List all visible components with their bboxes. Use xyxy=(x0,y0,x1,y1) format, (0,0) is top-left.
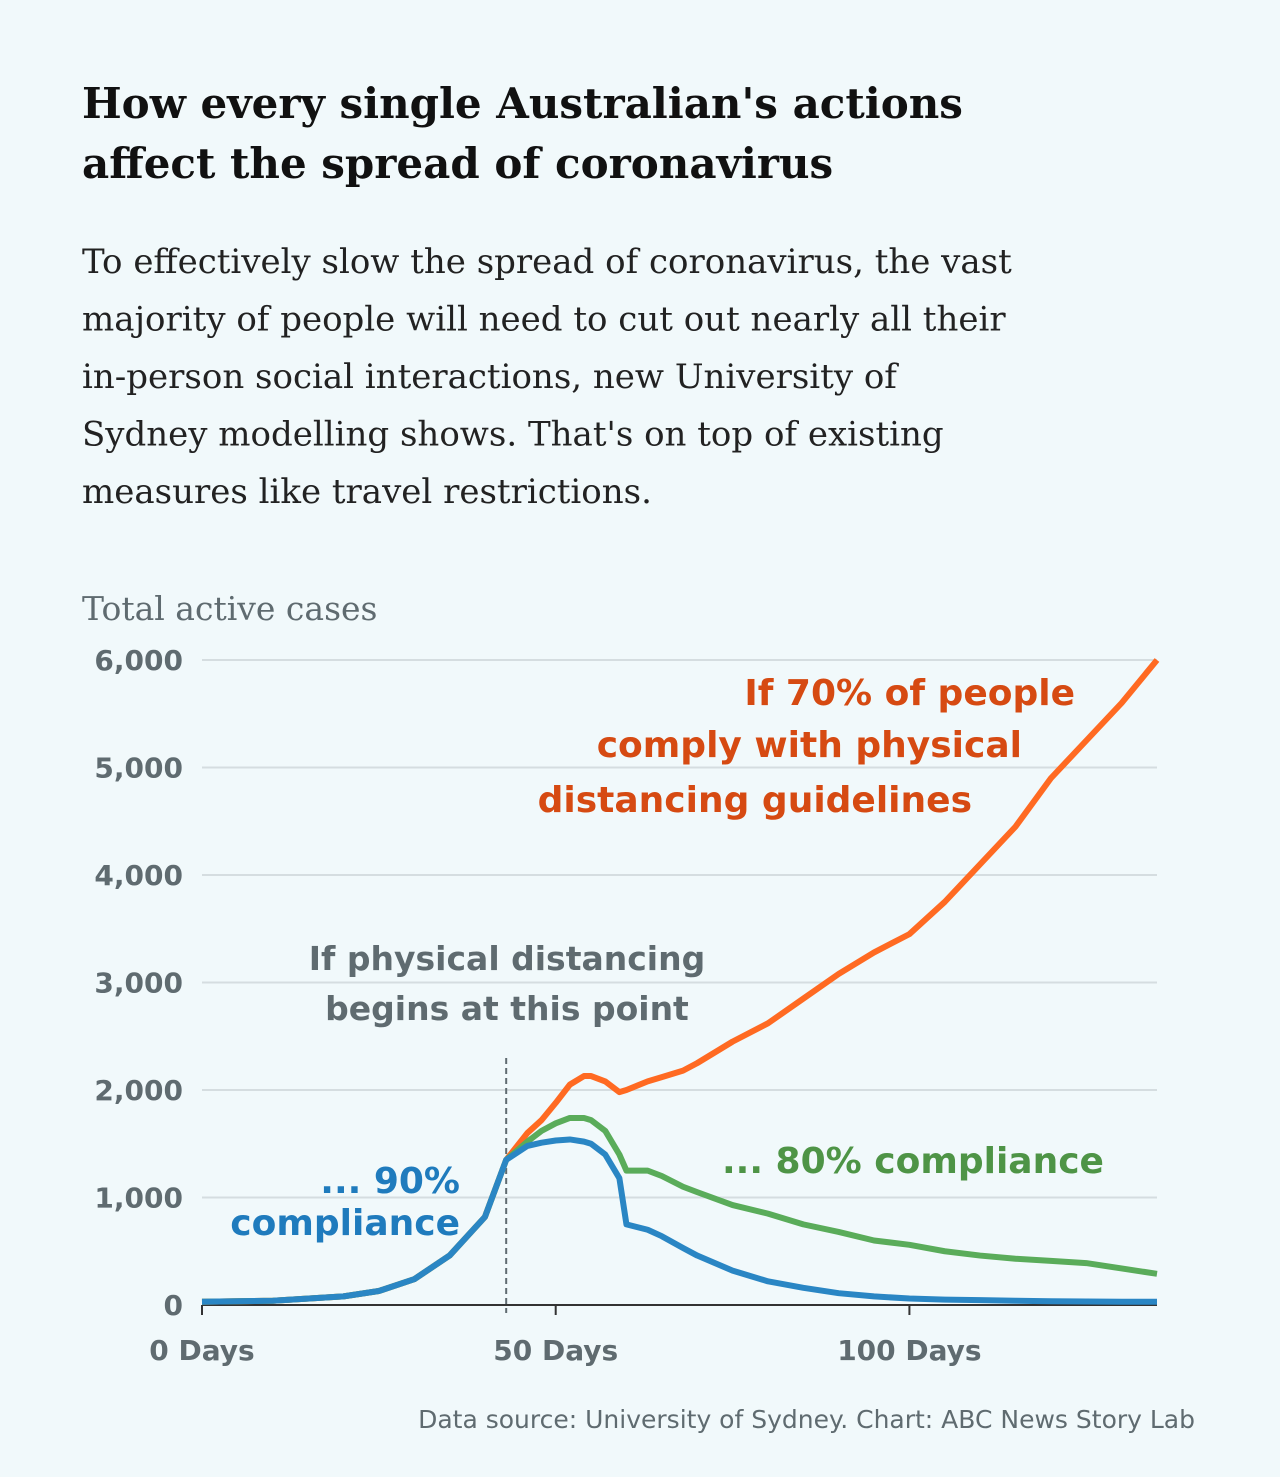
annotation: distancing guidelines xyxy=(538,780,972,821)
subtitle: in-person social interactions, new Unive… xyxy=(82,357,899,397)
y-tick-label: 6,000 xyxy=(94,644,183,677)
subtitle: measures like travel restrictions. xyxy=(82,472,652,512)
subtitle: Sydney modelling shows. That's on top of… xyxy=(82,415,944,455)
source: Data source: University of Sydney. Chart… xyxy=(418,1405,1195,1434)
subtitle: To effectively slow the spread of corona… xyxy=(82,242,1012,282)
annotation: ... 80% compliance xyxy=(722,1141,1104,1182)
y-tick-label: 5,000 xyxy=(94,752,183,785)
chart-title: How every single Australian's actions xyxy=(82,79,963,128)
annotation: begins at this point xyxy=(325,989,689,1028)
chart-title: affect the spread of coronavirus xyxy=(82,139,833,188)
subtitle: majority of people will need to cut out … xyxy=(82,300,1006,340)
y-tick-label: 0 xyxy=(164,1289,183,1322)
x-tick-label: 50 Days xyxy=(493,1334,618,1367)
annotation: If 70% of people xyxy=(744,673,1075,714)
annotation: compliance xyxy=(230,1203,460,1244)
y-axis-label: Total active cases xyxy=(82,589,378,628)
y-tick-label: 1,000 xyxy=(94,1182,183,1215)
y-tick-label: 4,000 xyxy=(94,859,183,892)
y-tick-label: 3,000 xyxy=(94,967,183,1000)
annotation: If physical distancing xyxy=(309,939,705,978)
x-tick-label: 100 Days xyxy=(837,1334,981,1367)
y-tick-label: 2,000 xyxy=(94,1074,183,1107)
annotation: ... 90% xyxy=(320,1161,460,1202)
annotation: comply with physical xyxy=(597,725,1022,766)
line-series xyxy=(201,1136,1157,1305)
x-tick-label: 0 Days xyxy=(149,1334,254,1367)
